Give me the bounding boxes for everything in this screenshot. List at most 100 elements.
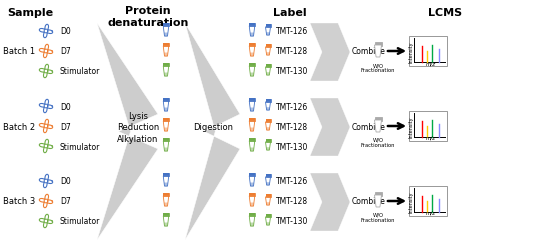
Bar (266, 100, 270, 103)
Polygon shape (250, 53, 254, 57)
Polygon shape (266, 108, 270, 111)
Polygon shape (97, 24, 158, 240)
Polygon shape (249, 141, 255, 152)
Bar (375, 118, 382, 121)
Polygon shape (163, 67, 169, 77)
Bar (409, 186, 447, 216)
Text: D0: D0 (60, 177, 71, 186)
Bar (266, 214, 270, 218)
Polygon shape (310, 24, 350, 82)
Text: Stimulator: Stimulator (60, 217, 100, 226)
Bar (249, 44, 255, 47)
Text: Intensity: Intensity (408, 190, 413, 212)
Polygon shape (250, 108, 254, 112)
Text: Stimulator: Stimulator (60, 67, 100, 76)
Bar (266, 45, 270, 48)
Bar (163, 119, 169, 122)
Bar (249, 213, 255, 216)
Polygon shape (266, 102, 270, 111)
Text: Protein
denaturation: Protein denaturation (107, 6, 189, 28)
Polygon shape (249, 216, 255, 226)
Bar (163, 24, 169, 27)
Polygon shape (266, 148, 270, 150)
Bar (249, 193, 255, 196)
Text: W/O
Fractionation: W/O Fractionation (361, 138, 395, 148)
Polygon shape (185, 24, 240, 240)
Polygon shape (266, 73, 270, 76)
Bar (266, 140, 270, 143)
Bar (249, 24, 255, 27)
Polygon shape (266, 122, 270, 130)
Polygon shape (249, 176, 255, 186)
Bar (266, 194, 270, 198)
Polygon shape (40, 214, 53, 228)
Polygon shape (266, 28, 270, 36)
Polygon shape (266, 48, 270, 56)
Bar (266, 65, 270, 68)
Bar (266, 140, 270, 143)
Bar (163, 99, 169, 102)
Polygon shape (40, 45, 53, 59)
Polygon shape (250, 128, 254, 132)
Polygon shape (249, 67, 255, 77)
Bar (266, 100, 270, 103)
Bar (409, 37, 447, 67)
Bar (249, 193, 255, 196)
Bar (266, 214, 270, 218)
Polygon shape (375, 195, 382, 207)
Text: W/O
Fractionation: W/O Fractionation (361, 63, 395, 73)
Bar (409, 112, 447, 142)
Polygon shape (40, 174, 53, 188)
Polygon shape (40, 120, 53, 133)
Bar (163, 174, 169, 177)
Bar (163, 193, 169, 196)
Bar (249, 213, 255, 216)
Text: TMT-128: TMT-128 (276, 122, 308, 131)
Polygon shape (266, 128, 270, 130)
Polygon shape (266, 182, 270, 185)
Text: Intensity: Intensity (408, 116, 413, 137)
Text: Stimulator: Stimulator (60, 142, 100, 151)
Text: Combine: Combine (352, 122, 386, 131)
Text: LCMS: LCMS (428, 8, 462, 18)
Bar (163, 44, 169, 47)
Polygon shape (40, 140, 53, 153)
Polygon shape (164, 223, 168, 226)
Bar (249, 138, 255, 142)
Bar (266, 25, 270, 28)
Polygon shape (249, 102, 255, 112)
Bar (163, 119, 169, 122)
Polygon shape (163, 47, 169, 57)
Polygon shape (163, 102, 169, 112)
Polygon shape (164, 148, 168, 152)
Text: m/z: m/z (426, 210, 436, 215)
Polygon shape (163, 216, 169, 226)
Bar (163, 138, 169, 142)
Bar (249, 138, 255, 142)
Bar (249, 174, 255, 177)
Bar (375, 43, 382, 46)
Polygon shape (40, 25, 53, 38)
Text: Sample: Sample (7, 8, 53, 18)
Text: Batch 2: Batch 2 (3, 122, 35, 131)
Polygon shape (163, 122, 169, 132)
Bar (266, 45, 270, 48)
Polygon shape (164, 73, 168, 77)
Polygon shape (250, 203, 254, 206)
Polygon shape (266, 217, 270, 225)
Text: Digestion: Digestion (193, 123, 233, 132)
Bar (249, 119, 255, 122)
Bar (163, 44, 169, 47)
Text: Intensity: Intensity (408, 41, 413, 62)
Text: m/z: m/z (426, 136, 436, 140)
Bar (266, 174, 270, 178)
Bar (163, 213, 169, 216)
Polygon shape (249, 122, 255, 132)
Text: Combine: Combine (352, 47, 386, 56)
Text: TMT-130: TMT-130 (276, 67, 308, 76)
Polygon shape (266, 142, 270, 150)
Text: Batch 3: Batch 3 (3, 197, 35, 206)
Polygon shape (250, 148, 254, 152)
Polygon shape (40, 65, 53, 78)
Polygon shape (163, 196, 169, 206)
